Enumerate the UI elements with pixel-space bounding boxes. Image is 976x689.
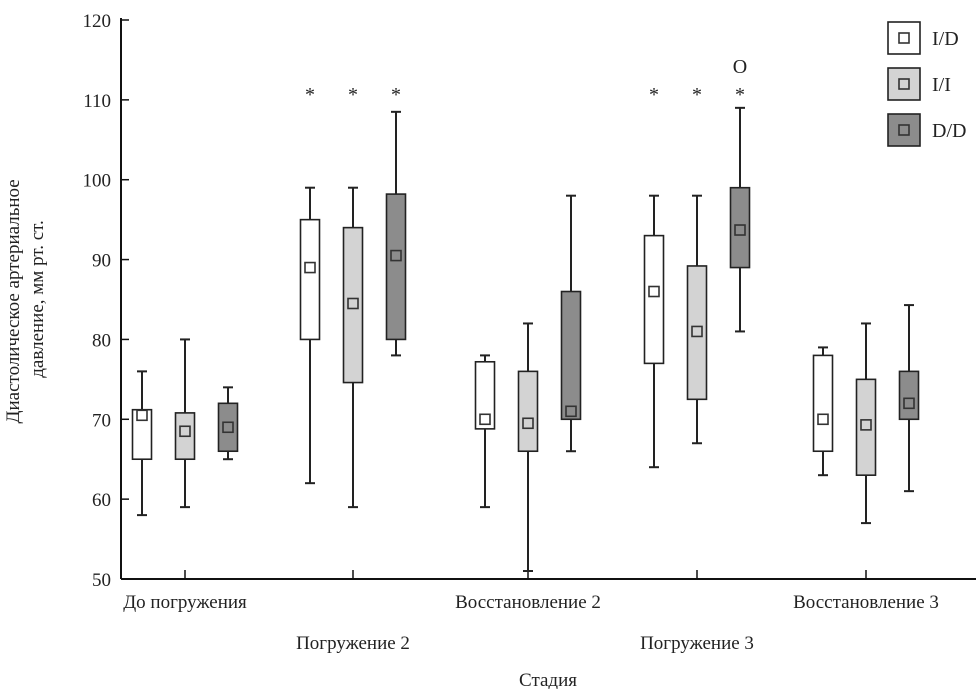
mean-marker <box>347 297 359 310</box>
y-tick-label: 90 <box>92 251 111 272</box>
x-category-label: Погружение 2 <box>296 633 410 654</box>
significance-marker-secondary: O <box>733 56 747 78</box>
y-tick-label: 80 <box>92 330 111 351</box>
box-group <box>217 386 239 461</box>
mean-marker <box>136 409 148 422</box>
mean-marker <box>522 417 534 430</box>
significance-marker: * <box>391 84 401 106</box>
boxes-layer: * ** ** *O <box>131 56 920 573</box>
x-category-label: До погружения <box>123 592 247 613</box>
box-group: * <box>643 84 665 469</box>
legend: I/D I/I D/D <box>887 21 966 147</box>
box <box>898 370 920 421</box>
y-tick-label: 50 <box>92 570 111 591</box>
box-group: * <box>686 84 708 445</box>
box-group <box>855 322 877 525</box>
mean-marker <box>179 425 191 438</box>
box-group: *O <box>729 56 751 333</box>
significance-marker: * <box>735 84 745 106</box>
legend-label: I/I <box>932 74 951 96</box>
legend-swatch <box>887 21 921 55</box>
significance-marker: * <box>692 84 702 106</box>
box <box>560 290 582 421</box>
y-tick-label: 70 <box>92 410 111 431</box>
box <box>812 354 834 453</box>
box-group <box>560 194 582 453</box>
y-tick-label: 60 <box>92 490 111 511</box>
box-group <box>812 346 834 477</box>
box <box>385 193 407 341</box>
legend-label: D/D <box>932 120 966 142</box>
box-group <box>517 322 539 573</box>
box-group: * <box>299 84 321 485</box>
legend-mean-icon <box>898 78 910 90</box>
y-axis-title: Диастолическое артериальное давление, мм… <box>3 175 48 424</box>
mean-marker <box>817 413 829 426</box>
x-axis-title: Стадия <box>519 670 577 689</box>
significance-marker: * <box>649 84 659 106</box>
box <box>474 360 496 430</box>
y-axis-title-line-1: Диастолическое артериальное <box>3 179 24 423</box>
legend-mean-icon <box>898 124 910 136</box>
y-tick-label: 100 <box>83 171 112 192</box>
box <box>517 370 539 453</box>
box-group <box>474 354 496 509</box>
mean-marker <box>304 261 316 274</box>
mean-marker <box>903 397 915 410</box>
box-group <box>174 338 196 509</box>
mean-marker <box>390 249 402 262</box>
box-group <box>898 304 920 493</box>
mean-marker <box>479 413 491 426</box>
significance-marker: * <box>348 84 358 106</box>
mean-marker <box>222 421 234 434</box>
mean-marker <box>565 405 577 418</box>
box <box>299 218 321 341</box>
x-category-label: Погружение 3 <box>640 633 754 654</box>
box-group: * <box>385 84 407 357</box>
box-group <box>131 370 153 517</box>
y-tick-label: 120 <box>83 11 112 32</box>
mean-marker <box>734 224 746 236</box>
axes: 50 60 70 80 90 100 110 120 До погружения Погружен… <box>83 11 976 654</box>
legend-mean-icon <box>898 32 910 44</box>
mean-marker <box>648 285 660 298</box>
x-category-label: Восстановление 3 <box>793 592 939 613</box>
y-tick-label: 110 <box>83 91 111 112</box>
significance-marker: * <box>305 84 315 106</box>
mean-marker <box>860 419 872 431</box>
x-category-label: Восстановление 2 <box>455 592 601 613</box>
legend-label: I/D <box>932 28 959 50</box>
box-group: * <box>342 84 364 509</box>
y-axis-title-line-2: давление, мм рт. ст. <box>27 220 48 377</box>
box <box>643 234 665 365</box>
mean-marker <box>691 325 703 338</box>
